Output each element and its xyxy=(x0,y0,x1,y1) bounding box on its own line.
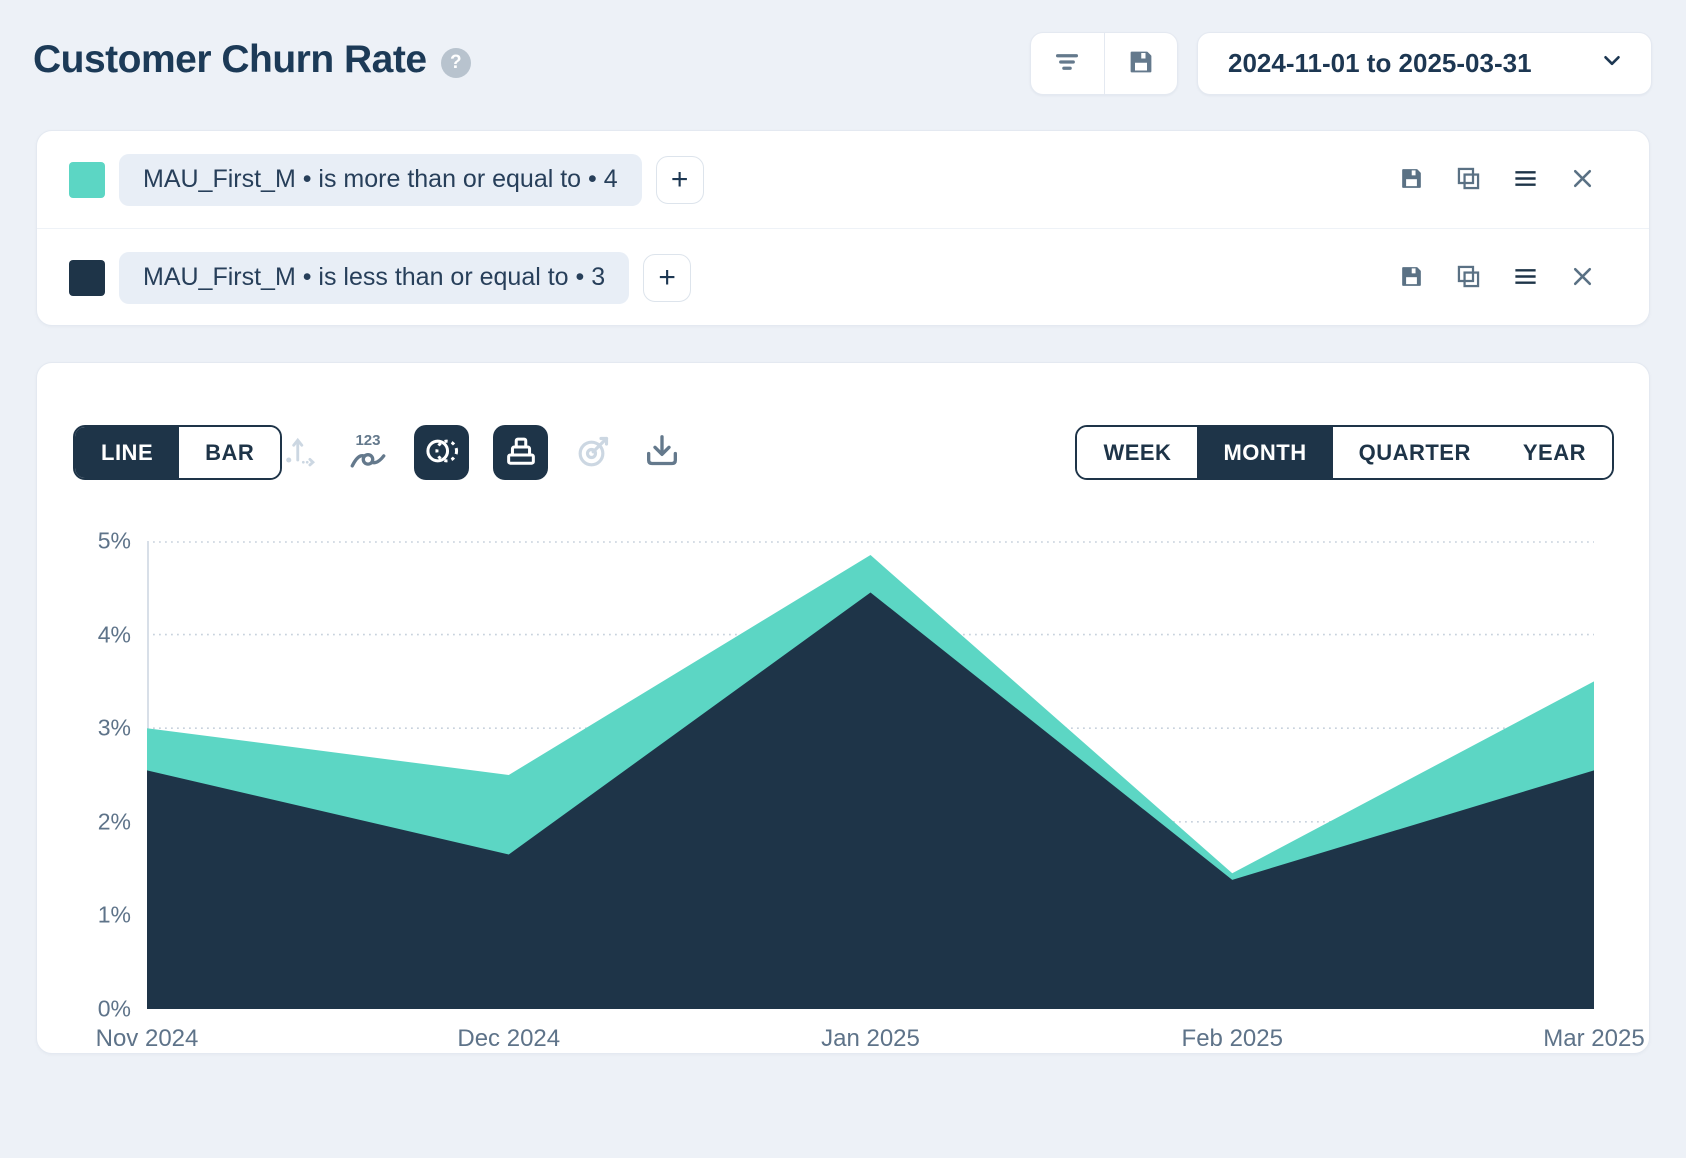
filter-condition-label: MAU_First_M • is less than or equal to •… xyxy=(143,263,606,291)
stacked-layers-icon xyxy=(502,432,540,473)
duplicate-filter-button[interactable] xyxy=(1455,263,1482,293)
save-disk-icon xyxy=(1398,263,1425,293)
y-tick-label: 0% xyxy=(97,995,131,1022)
save-disk-icon xyxy=(1398,165,1425,195)
remove-filter-button[interactable] xyxy=(1569,263,1596,293)
save-view-button[interactable] xyxy=(1105,33,1178,94)
area-chart-svg xyxy=(147,541,1594,1009)
menu-lines-icon xyxy=(1512,263,1539,293)
y-tick-label: 3% xyxy=(97,714,131,741)
x-tick-label: Mar 2025 xyxy=(1543,1025,1645,1052)
save-filter-button[interactable] xyxy=(1398,165,1425,195)
y-axis-labels: 0% 1% 2% 3% 4% 5% xyxy=(61,528,137,1022)
filters-panel: MAU_First_M • is more than or equal to •… xyxy=(36,130,1650,326)
compare-circles-button[interactable] xyxy=(414,425,469,480)
chevron-down-icon xyxy=(1599,47,1625,80)
x-tick-label: Nov 2024 xyxy=(95,1025,199,1052)
goal-target-button[interactable] xyxy=(572,431,616,475)
remove-filter-button[interactable] xyxy=(1569,165,1596,195)
save-filter-button[interactable] xyxy=(1398,263,1425,293)
filter-row: MAU_First_M • is less than or equal to •… xyxy=(37,229,1649,326)
chart-panel: LINE BAR xyxy=(36,362,1650,1054)
close-x-icon xyxy=(1569,165,1596,195)
chart-tools: 123 xyxy=(278,425,684,480)
save-disk-icon xyxy=(1126,47,1156,80)
filter-condition-label: MAU_First_M • is more than or equal to •… xyxy=(143,165,618,193)
x-axis-labels: Nov 2024 Dec 2024 Jan 2025 Feb 2025 Mar 2025 xyxy=(96,1025,1645,1055)
page-title-row: Customer Churn Rate ? xyxy=(33,38,471,82)
download-icon xyxy=(642,431,682,474)
y-tick-label: 2% xyxy=(97,808,131,835)
date-range-value: 2024-11-01 to 2025-03-31 xyxy=(1228,48,1532,78)
duplicate-filter-button[interactable] xyxy=(1455,165,1482,195)
chart-type-bar[interactable]: BAR xyxy=(179,427,281,478)
chart-toolbar: LINE BAR xyxy=(37,425,1649,481)
granularity-week[interactable]: WEEK xyxy=(1077,427,1198,478)
menu-lines-icon xyxy=(1512,165,1539,195)
help-icon[interactable]: ? xyxy=(440,48,471,78)
show-values-icon: 123 xyxy=(347,430,389,475)
y-tick-label: 4% xyxy=(97,621,131,648)
goal-target-icon xyxy=(574,431,614,474)
divider xyxy=(37,228,1649,229)
series-color-swatch xyxy=(69,161,105,198)
axis-settings-icon xyxy=(282,433,318,472)
add-condition-button[interactable]: + xyxy=(643,253,692,302)
show-values-button[interactable]: 123 xyxy=(346,431,390,475)
header-action-group xyxy=(1030,32,1178,95)
filter-button[interactable] xyxy=(1031,33,1104,94)
divider xyxy=(1103,33,1105,94)
granularity-year[interactable]: YEAR xyxy=(1496,427,1612,478)
svg-text:123: 123 xyxy=(355,432,380,449)
granularity-toggle: WEEK MONTH QUARTER YEAR xyxy=(1075,425,1614,480)
y-tick-label: 5% xyxy=(97,527,131,554)
granularity-month[interactable]: MONTH xyxy=(1197,427,1333,478)
filter-row-actions xyxy=(1398,131,1596,228)
page-title: Customer Churn Rate xyxy=(33,38,427,81)
stacked-layers-button[interactable] xyxy=(493,425,548,480)
download-button[interactable] xyxy=(640,431,684,475)
axis-settings-button[interactable] xyxy=(278,431,322,475)
filter-row-actions xyxy=(1398,229,1596,326)
x-tick-label: Feb 2025 xyxy=(1181,1025,1283,1052)
add-condition-button[interactable]: + xyxy=(655,155,704,204)
filter-condition-pill[interactable]: MAU_First_M • is less than or equal to •… xyxy=(119,251,630,304)
compare-circles-icon xyxy=(423,432,461,473)
chart-type-toggle: LINE BAR xyxy=(73,425,283,480)
duplicate-icon xyxy=(1455,165,1482,195)
area-chart[interactable] xyxy=(147,541,1594,1009)
close-x-icon xyxy=(1569,263,1596,293)
x-tick-label: Jan 2025 xyxy=(821,1025,920,1052)
filter-condition-pill[interactable]: MAU_First_M • is more than or equal to •… xyxy=(119,153,642,206)
filter-lines-icon xyxy=(1052,47,1082,80)
x-tick-label: Dec 2024 xyxy=(457,1025,561,1052)
filter-menu-button[interactable] xyxy=(1512,263,1539,293)
filter-menu-button[interactable] xyxy=(1512,165,1539,195)
y-tick-label: 1% xyxy=(97,901,131,928)
area-series xyxy=(147,592,1594,1009)
series-color-swatch xyxy=(69,259,105,296)
filter-row: MAU_First_M • is more than or equal to •… xyxy=(37,131,1649,228)
chart-type-line[interactable]: LINE xyxy=(75,427,180,478)
date-range-select[interactable]: 2024-11-01 to 2025-03-31 xyxy=(1197,32,1652,95)
duplicate-icon xyxy=(1455,263,1482,293)
granularity-quarter[interactable]: QUARTER xyxy=(1332,427,1497,478)
